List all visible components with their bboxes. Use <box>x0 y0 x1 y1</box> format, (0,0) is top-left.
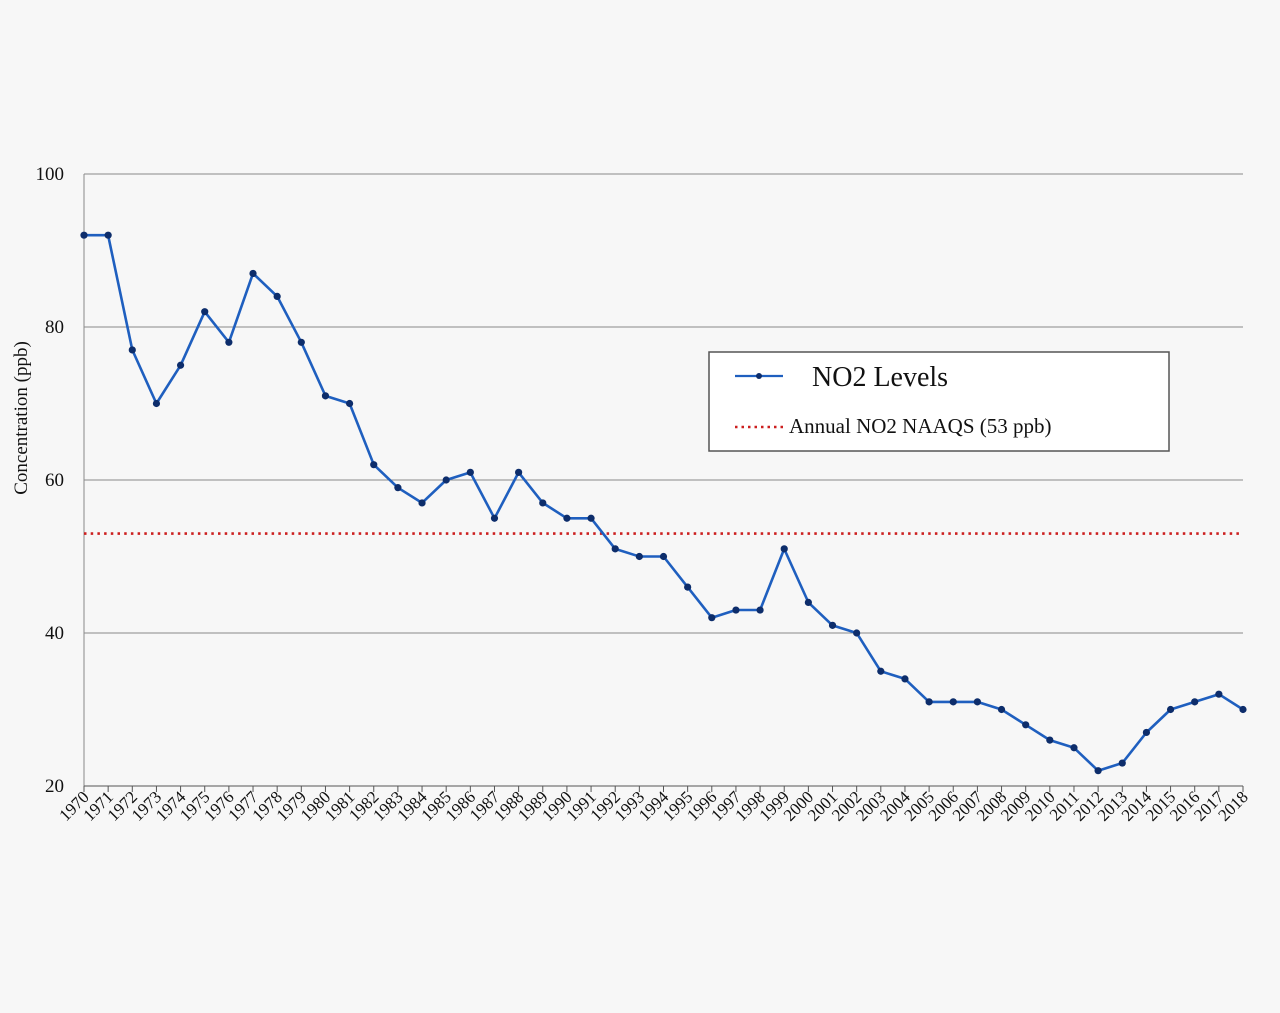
data-point-1985 <box>442 476 450 484</box>
data-point-1973 <box>152 399 161 408</box>
data-point-1981 <box>346 399 354 408</box>
data-point-2003 <box>877 667 885 675</box>
data-point-1976 <box>225 338 233 346</box>
data-point-1980 <box>321 392 330 400</box>
y-tick-label-60: 60 <box>45 470 64 491</box>
data-point-1984 <box>418 499 426 507</box>
data-point-2017 <box>1215 690 1223 698</box>
y-tick-label-40: 40 <box>45 623 64 644</box>
data-point-1971 <box>104 231 112 239</box>
data-point-1994 <box>659 552 668 561</box>
data-point-1977 <box>249 269 257 278</box>
data-point-2007 <box>973 698 981 706</box>
data-point-1995 <box>684 583 692 591</box>
gridlines <box>84 173 1243 787</box>
x-tick-labels: 1970197119721973197419751976197719781979… <box>55 787 1251 825</box>
data-point-1970 <box>80 231 88 239</box>
data-point-2008 <box>997 705 1006 714</box>
axes <box>83 174 1244 792</box>
y-tick-label-100: 100 <box>36 164 65 185</box>
data-point-2006 <box>949 698 957 706</box>
data-point-2000 <box>804 598 812 607</box>
data-point-1989 <box>539 499 547 507</box>
y-tick-label-20: 20 <box>45 776 64 797</box>
data-point-2014 <box>1142 728 1151 737</box>
series-line-no2-levels <box>82 233 1245 773</box>
data-point-1978 <box>273 292 281 300</box>
y-axis-title: Concentration (ppb) <box>11 341 32 495</box>
data-point-2013 <box>1118 759 1126 767</box>
data-point-2010 <box>1046 736 1054 744</box>
data-point-1982 <box>370 461 378 469</box>
data-point-2009 <box>1022 721 1030 729</box>
data-point-1991 <box>587 514 595 522</box>
y-tick-labels: 20 40 60 80 100 <box>36 164 65 797</box>
data-point-1979 <box>297 338 305 346</box>
data-point-1983 <box>394 484 402 492</box>
data-point-2001 <box>828 621 837 629</box>
x-tick-label-2018: 2018 <box>1214 787 1251 824</box>
data-point-2011 <box>1070 744 1078 752</box>
data-point-2005 <box>925 698 933 706</box>
data-point-1987 <box>490 514 499 522</box>
y-tick-label-80: 80 <box>45 317 64 338</box>
legend-label-naaqs: Annual NO2 NAAQS (53 ppb) <box>789 414 1051 438</box>
series <box>80 231 1247 775</box>
data-point-1972 <box>128 346 136 354</box>
data-point-2016 <box>1191 698 1199 706</box>
data-point-1988 <box>515 468 523 476</box>
data-point-1974 <box>176 361 185 369</box>
data-point-1986 <box>466 468 474 476</box>
legend-label-no2-levels: NO2 Levels <box>812 362 948 393</box>
data-point-1998 <box>756 606 764 614</box>
data-point-1996 <box>708 614 716 622</box>
data-point-2018 <box>1239 705 1247 714</box>
data-point-1993 <box>635 552 643 561</box>
data-point-1999 <box>780 545 788 553</box>
legend-box <box>708 351 1170 452</box>
legend-marker-swatch <box>756 373 762 379</box>
data-point-1975 <box>201 308 209 316</box>
data-point-2002 <box>853 629 861 637</box>
data-point-2015 <box>1166 705 1175 714</box>
data-point-1990 <box>563 514 571 522</box>
data-point-1997 <box>732 606 740 614</box>
data-point-2012 <box>1094 767 1102 775</box>
data-point-2004 <box>901 675 909 683</box>
data-point-1992 <box>611 545 619 553</box>
legend: NO2 Levels Annual NO2 NAAQS (53 ppb) <box>708 351 1170 452</box>
